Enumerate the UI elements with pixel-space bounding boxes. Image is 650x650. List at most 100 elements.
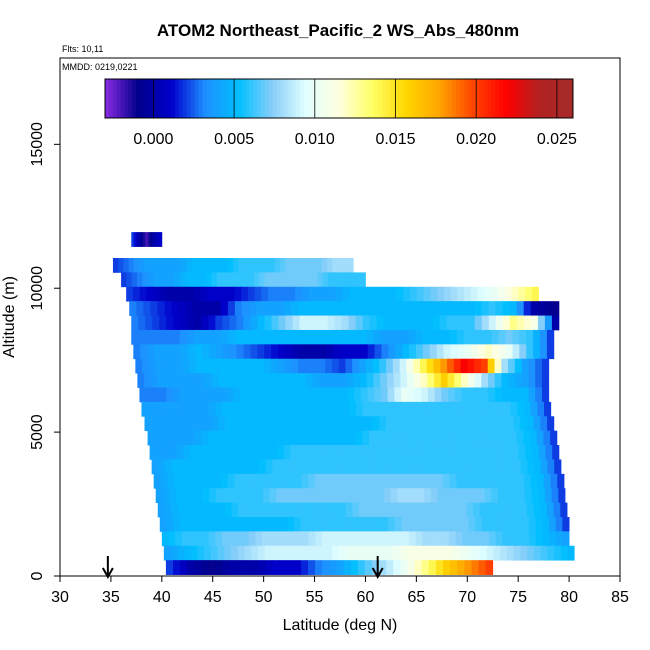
heatmap-cell (502, 315, 511, 331)
heatmap-cell (285, 315, 293, 331)
heatmap-cell (362, 315, 371, 331)
colorbar-swatch (378, 79, 383, 118)
colorbar-swatch (307, 79, 313, 118)
heatmap-cell (179, 387, 187, 403)
heatmap-cell (537, 401, 545, 417)
heatmap-cell (154, 232, 158, 247)
heatmap-cell (422, 344, 431, 360)
heatmap-cell (256, 301, 264, 316)
heatmap-cell (312, 502, 320, 518)
heatmap-cell (129, 301, 137, 316)
heatmap-cell (313, 315, 321, 331)
heatmap-cell (160, 344, 169, 360)
heatmap-cell (337, 445, 345, 460)
heatmap-cell (176, 358, 184, 374)
colorbar-swatch (108, 79, 114, 118)
heatmap-cell (251, 416, 259, 432)
heatmap-cell (383, 315, 392, 331)
colorbar-swatch (186, 79, 192, 118)
heatmap-cell (501, 387, 509, 403)
heatmap-cell (264, 258, 271, 273)
heatmap-cell (281, 430, 289, 446)
heatmap-cell (250, 344, 258, 360)
colorbar-swatch (479, 79, 484, 118)
heatmap-cell (337, 258, 344, 273)
heatmap-cell (204, 373, 212, 388)
heatmap-cell (128, 258, 135, 273)
heatmap-cell (146, 387, 154, 403)
heatmap-cell (476, 401, 485, 417)
heatmap-cell (450, 401, 458, 417)
heatmap-cell (418, 315, 427, 331)
heatmap-cell (222, 560, 231, 575)
heatmap-cell (345, 416, 353, 432)
heatmap-cell (440, 358, 448, 374)
heatmap-cell (528, 373, 536, 388)
heatmap-cell (262, 401, 270, 417)
heatmap-cell (434, 517, 442, 532)
colorbar-swatch (436, 79, 441, 118)
heatmap-cell (375, 473, 383, 489)
heatmap-cell (271, 344, 279, 360)
heatmap-cell (234, 286, 242, 302)
heatmap-cell (305, 545, 313, 561)
flight-arrow (371, 556, 384, 580)
heatmap-cell (248, 401, 256, 417)
heatmap-cell (354, 517, 362, 532)
heatmap-cell (336, 488, 344, 504)
heatmap-cell (318, 358, 326, 374)
heatmap-cell (359, 416, 367, 432)
heatmap-cell (331, 358, 340, 374)
heatmap-cell (346, 373, 354, 388)
plot-frame (59, 57, 621, 577)
heatmap-cell (248, 531, 256, 547)
heatmap-cell (159, 258, 166, 273)
heatmap-cell (399, 358, 407, 374)
heatmap-cell (421, 560, 430, 575)
heatmap-cell (380, 373, 388, 388)
heatmap-cell (348, 473, 356, 489)
heatmap-cell (317, 272, 324, 288)
heatmap-cell (206, 258, 213, 273)
colorbar-swatch (440, 79, 445, 118)
heatmap-cell (174, 272, 180, 288)
colorbar-swatch (116, 79, 122, 118)
heatmap-cell (209, 445, 218, 460)
heatmap-cell (297, 358, 306, 374)
heatmap-cell (254, 473, 262, 489)
x-tick-label: 35 (102, 589, 120, 606)
heatmap-cell (498, 344, 506, 360)
heatmap-cell (366, 329, 375, 345)
heatmap-cell (359, 329, 368, 345)
heatmap-cell (293, 517, 302, 532)
heatmap-cell (349, 286, 357, 302)
heatmap-cell (431, 445, 439, 460)
heatmap-cell (282, 531, 290, 547)
heatmap-cell (231, 373, 239, 388)
heatmap-cell (491, 329, 499, 345)
heatmap-cell (361, 517, 369, 532)
colorbar-frame (104, 78, 574, 119)
heatmap-cell (271, 315, 279, 331)
heatmap-cell (184, 502, 192, 518)
heatmap-cell (214, 286, 222, 302)
heatmap-cell (164, 416, 172, 432)
heatmap-cell (227, 272, 234, 288)
heatmap-cell (229, 560, 238, 575)
heatmap-cell (163, 272, 170, 288)
heatmap-cell (333, 344, 341, 360)
heatmap-cell (471, 488, 479, 504)
colorbar-swatch (498, 79, 504, 118)
heatmap-cell (483, 473, 491, 489)
heatmap-cell (275, 531, 283, 547)
heatmap-cell (397, 315, 406, 331)
heatmap-cell (488, 387, 496, 403)
heatmap-cell (312, 272, 319, 288)
heatmap-cell (198, 416, 206, 432)
heatmap-cell (513, 416, 521, 432)
heatmap-cell (233, 258, 239, 273)
heatmap-cell (425, 301, 433, 316)
heatmap-cell (251, 545, 259, 561)
heatmap-cell (373, 459, 381, 475)
heatmap-cell (484, 488, 492, 504)
